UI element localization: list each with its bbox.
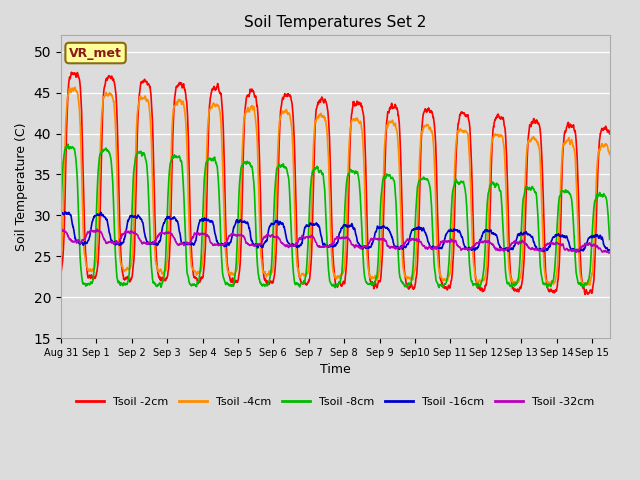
Tsoil -32cm: [418, 240, 426, 246]
Line: Tsoil -2cm: Tsoil -2cm: [61, 72, 610, 294]
Tsoil -16cm: [587, 233, 595, 239]
Tsoil -8cm: [587, 257, 595, 263]
Tsoil -8cm: [418, 176, 426, 182]
Tsoil -8cm: [606, 237, 614, 242]
Tsoil -4cm: [71, 84, 79, 90]
Tsoil -16cm: [90, 216, 97, 222]
Tsoil -16cm: [339, 225, 346, 230]
Tsoil -4cm: [90, 267, 97, 273]
Tsoil -8cm: [332, 285, 339, 290]
Tsoil -16cm: [418, 226, 426, 231]
Tsoil -32cm: [401, 240, 408, 245]
Tsoil -16cm: [401, 244, 408, 250]
Tsoil -2cm: [587, 287, 595, 293]
Line: Tsoil -8cm: Tsoil -8cm: [61, 144, 610, 288]
Tsoil -8cm: [64, 141, 72, 147]
Tsoil -32cm: [90, 229, 97, 235]
Tsoil -4cm: [587, 276, 595, 282]
X-axis label: Time: Time: [320, 363, 351, 376]
Tsoil -2cm: [339, 281, 346, 287]
Tsoil -32cm: [339, 235, 346, 240]
Tsoil -4cm: [57, 254, 65, 260]
Legend: Tsoil -2cm, Tsoil -4cm, Tsoil -8cm, Tsoil -16cm, Tsoil -32cm: Tsoil -2cm, Tsoil -4cm, Tsoil -8cm, Tsoi…: [72, 392, 598, 411]
Tsoil -4cm: [339, 270, 346, 276]
Tsoil -4cm: [522, 171, 529, 177]
Tsoil -2cm: [401, 270, 408, 276]
Tsoil -32cm: [605, 250, 613, 256]
Tsoil -32cm: [57, 226, 65, 232]
Tsoil -8cm: [90, 274, 97, 280]
Tsoil -8cm: [401, 283, 409, 289]
Tsoil -16cm: [574, 249, 582, 254]
Tsoil -4cm: [418, 129, 426, 134]
Tsoil -4cm: [606, 152, 614, 157]
Text: VR_met: VR_met: [69, 47, 122, 60]
Title: Soil Temperatures Set 2: Soil Temperatures Set 2: [244, 15, 426, 30]
Tsoil -16cm: [522, 230, 529, 236]
Tsoil -32cm: [58, 226, 65, 232]
Tsoil -2cm: [68, 70, 76, 75]
Line: Tsoil -32cm: Tsoil -32cm: [61, 229, 610, 253]
Tsoil -16cm: [61, 209, 69, 215]
Tsoil -32cm: [606, 250, 614, 255]
Tsoil -4cm: [401, 273, 408, 278]
Tsoil -2cm: [606, 131, 614, 137]
Tsoil -2cm: [581, 291, 589, 297]
Tsoil -4cm: [581, 283, 589, 288]
Line: Tsoil -16cm: Tsoil -16cm: [61, 212, 610, 252]
Tsoil -32cm: [587, 242, 595, 248]
Tsoil -2cm: [418, 132, 426, 138]
Line: Tsoil -4cm: Tsoil -4cm: [61, 87, 610, 286]
Tsoil -2cm: [522, 211, 529, 217]
Tsoil -2cm: [90, 276, 97, 282]
Tsoil -16cm: [57, 212, 65, 218]
Tsoil -16cm: [606, 248, 614, 253]
Tsoil -8cm: [339, 255, 347, 261]
Tsoil -8cm: [57, 212, 65, 218]
Tsoil -2cm: [57, 272, 65, 277]
Y-axis label: Soil Temperature (C): Soil Temperature (C): [15, 122, 28, 251]
Tsoil -32cm: [522, 241, 529, 247]
Tsoil -8cm: [522, 184, 529, 190]
